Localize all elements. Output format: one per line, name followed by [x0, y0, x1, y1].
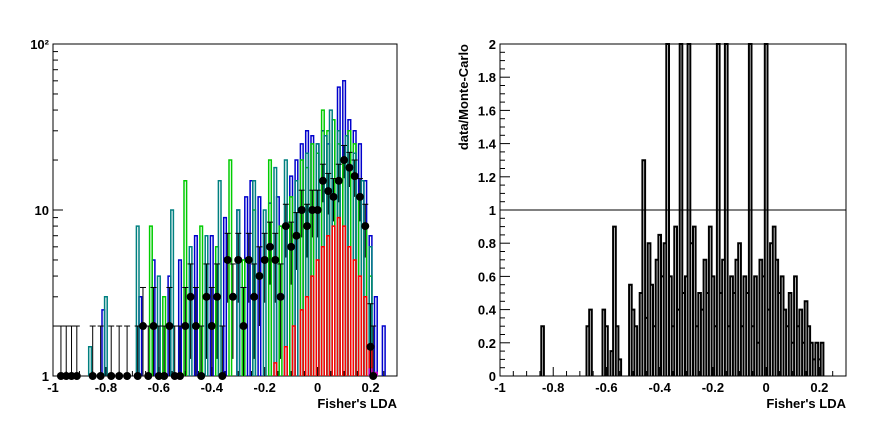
series-3-histogram-bars — [273, 216, 373, 376]
x-tick-label: 0 — [314, 380, 321, 395]
data-point — [107, 372, 116, 380]
data-point — [366, 342, 375, 351]
y-tick-label: 0 — [489, 369, 496, 384]
data-point — [324, 187, 333, 196]
y-tick-label: 0.6 — [478, 269, 496, 284]
x-tick-label: 0.2 — [361, 380, 379, 395]
data-point — [244, 255, 253, 264]
data-point — [213, 292, 222, 301]
data-point — [197, 372, 206, 380]
data-point — [234, 255, 243, 264]
data-point — [355, 192, 364, 201]
data-point — [207, 322, 216, 331]
data-point — [265, 242, 274, 251]
data-point — [218, 372, 227, 380]
y-tick-label: 1 — [489, 203, 496, 218]
x-tick-label: -0.4 — [201, 380, 224, 395]
x-tick-label: -0.2 — [253, 380, 275, 395]
data-point — [276, 292, 285, 301]
x-tick-label: -0.6 — [148, 380, 170, 395]
series-2-histogram-bars — [87, 109, 373, 376]
x-tick-label: -1 — [494, 380, 506, 395]
right-series-group — [540, 43, 825, 376]
x-tick-label: -1 — [47, 380, 59, 395]
y-tick-label: 1.8 — [478, 70, 496, 85]
right-ratio-panel: -1 -0.8 -0.6 -0.4 -0.2 0 0.2 0 0.2 0.4 0.6 0.8 1 1.2 1… — [456, 37, 847, 411]
x-tick-label: 0.2 — [810, 380, 828, 395]
x-tick-label: -0.4 — [648, 380, 671, 395]
data-point — [250, 292, 259, 301]
data-point — [313, 206, 322, 214]
data-point — [181, 322, 190, 331]
data-point — [202, 292, 211, 301]
data-point — [133, 372, 142, 380]
y-tick-label: 10² — [30, 37, 49, 52]
data-point — [228, 292, 237, 301]
data-point — [303, 222, 312, 231]
data-point — [72, 372, 81, 380]
data-point — [160, 372, 169, 380]
right-x-axis-title: Fisher's LDA — [766, 396, 846, 411]
series-0-histogram-bars — [540, 43, 825, 376]
y-tick-label: 1.4 — [478, 137, 497, 152]
x-tick-label: -0.2 — [702, 380, 724, 395]
left-series-group — [56, 80, 386, 380]
y-tick-label: 2 — [489, 37, 496, 52]
data-point — [287, 242, 296, 251]
left-axes-group: -1 -0.8 -0.6 -0.4 -0.2 0 0.2 1 10 10² — [30, 37, 398, 395]
y-tick-label: 1 — [42, 369, 49, 384]
data-point — [144, 372, 153, 380]
x-tick-label: -0.8 — [95, 380, 117, 395]
y-tick-label: 0.2 — [478, 336, 496, 351]
data-point — [260, 255, 269, 264]
data-point — [361, 222, 370, 231]
x-tick-label: -0.6 — [595, 380, 617, 395]
data-point — [149, 322, 158, 331]
x-tick-label: 0 — [763, 380, 770, 395]
data-point — [239, 322, 248, 331]
data-point — [329, 192, 338, 201]
y-tick-label: 1.2 — [478, 170, 496, 185]
data-point — [176, 372, 185, 380]
data-point — [334, 176, 343, 185]
y-tick-label: 10 — [35, 203, 49, 218]
left-x-axis-title: Fisher's LDA — [317, 396, 397, 411]
data-point — [292, 231, 301, 240]
x-tick-label: -0.8 — [542, 380, 564, 395]
data-point — [297, 206, 306, 214]
y-tick-label: 1.6 — [478, 103, 496, 118]
data-point — [223, 255, 232, 264]
data-point — [350, 172, 359, 181]
data-point — [165, 322, 174, 331]
data-point — [255, 272, 264, 281]
data-point — [96, 372, 105, 380]
left-histogram-panel: -1 -0.8 -0.6 -0.4 -0.2 0 0.2 1 10 10² Fisher's LD… — [30, 37, 397, 411]
data-point — [345, 163, 354, 172]
y-tick-label: 0.8 — [478, 236, 496, 251]
data-point — [340, 156, 349, 165]
data-point — [138, 322, 147, 331]
right-axes-group: -1 -0.8 -0.6 -0.4 -0.2 0 0.2 0 0.2 0.4 0.6 0.8 1 1.2 1… — [478, 37, 847, 395]
data-point — [281, 222, 290, 231]
data-point — [369, 372, 378, 380]
data-point — [318, 176, 327, 185]
data-point — [123, 372, 132, 380]
right-y-axis-title: data/Monte-Carlo — [456, 44, 471, 150]
data-point — [191, 322, 200, 331]
data-point — [271, 255, 280, 264]
data-point — [186, 292, 195, 301]
y-tick-label: 0.4 — [478, 303, 497, 318]
